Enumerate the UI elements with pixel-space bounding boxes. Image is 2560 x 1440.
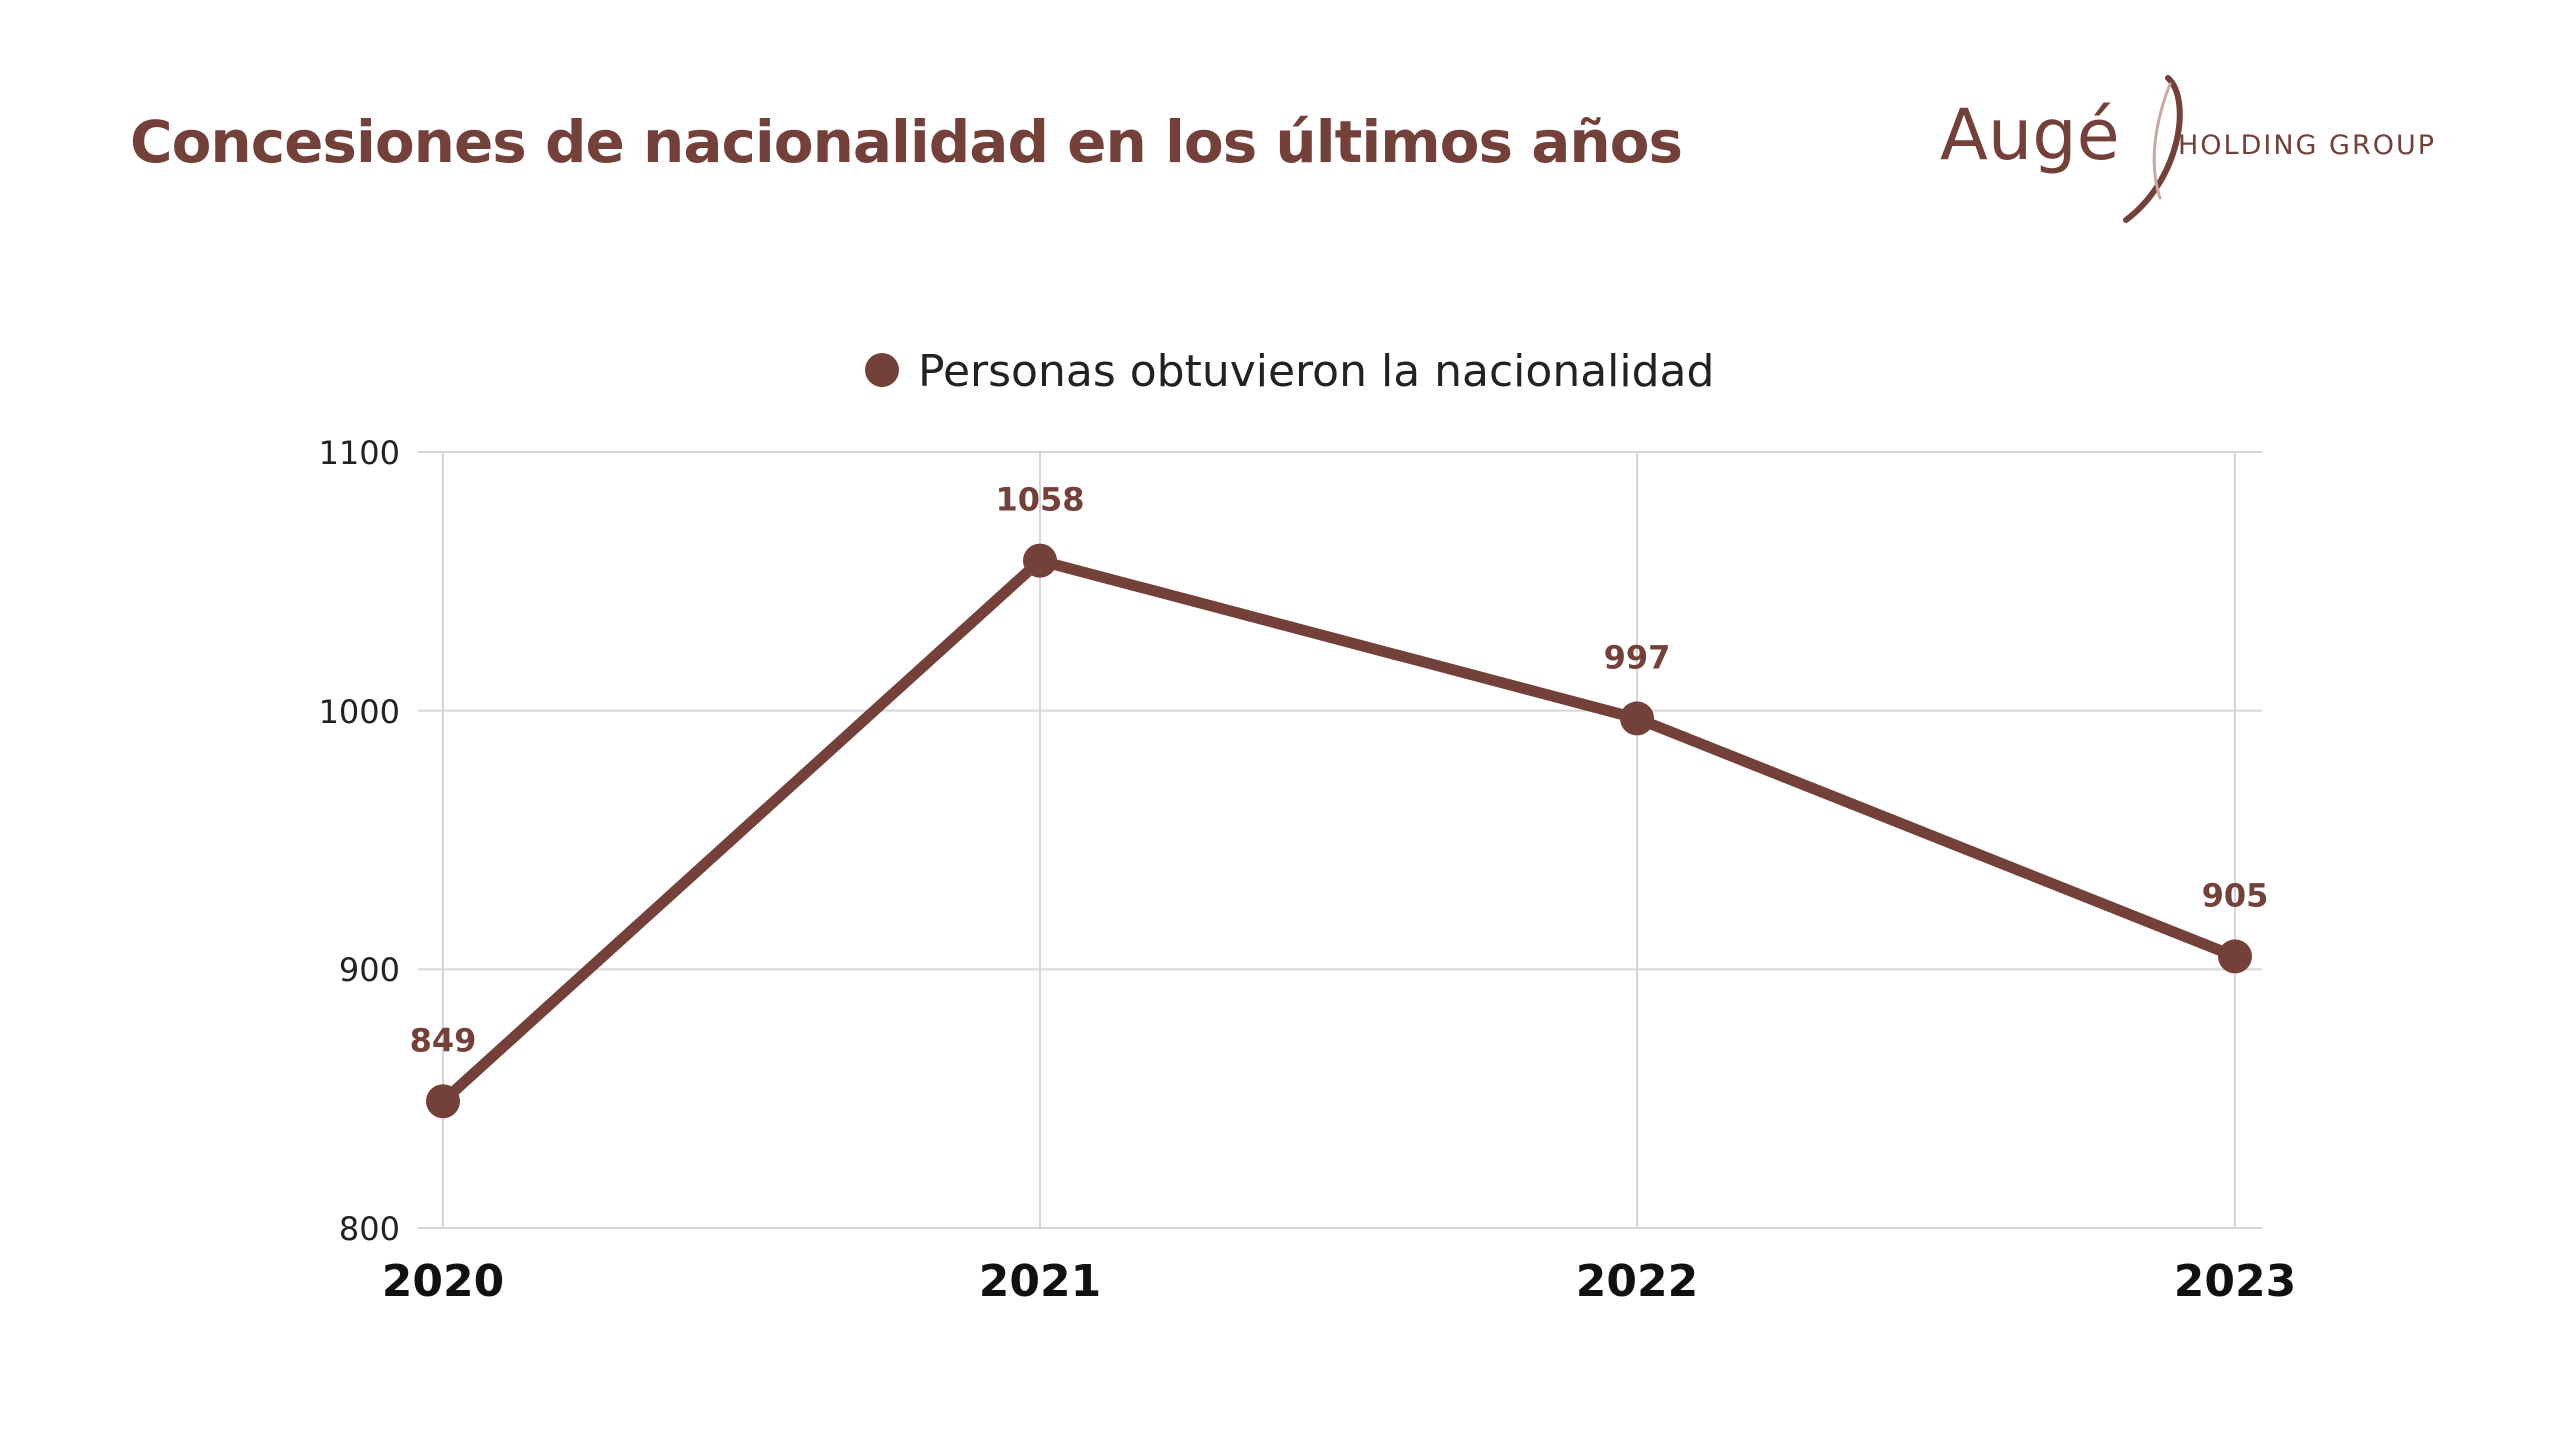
y-tick-label: 800 [339,1210,400,1248]
chart-grid [418,451,2262,1229]
legend-marker [865,353,899,387]
y-tick-label: 1000 [319,693,400,731]
logo-tagline: HOLDING GROUP [2178,130,2437,161]
series-line [437,555,2241,1107]
legend-label: Personas obtuvieron la nacionalidad [918,346,1714,397]
data-point [426,1084,460,1119]
y-tick-label: 1100 [319,434,400,472]
logo-wordmark: Augé [1940,94,2120,176]
y-axis: 1100 1000 900 800 [319,434,400,1248]
x-tick-label: 2021 [979,1256,1101,1307]
chart-legend: Personas obtuvieron la nacionalidad [865,346,1714,397]
series-points [426,543,2252,1119]
data-label: 849 [410,1021,477,1059]
data-label: 1058 [995,481,1084,519]
y-tick-label: 900 [339,951,400,989]
x-tick-label: 2022 [1576,1256,1698,1307]
x-tick-label: 2020 [382,1256,504,1307]
data-point [1620,701,1654,736]
data-label: 997 [1604,638,1671,676]
data-label: 905 [2202,876,2269,914]
company-logo: Augé HOLDING GROUP [1920,70,2480,230]
page-title: Concesiones de nacionalidad en los últim… [130,108,1683,176]
data-labels: 849 1058 997 905 [410,481,2269,1060]
data-point [1023,543,1057,578]
data-point [2218,939,2252,974]
x-tick-label: 2023 [2174,1256,2296,1307]
logo-swoosh-icon [2123,75,2183,223]
x-axis: 2020 2021 2022 2023 [382,1256,2296,1307]
